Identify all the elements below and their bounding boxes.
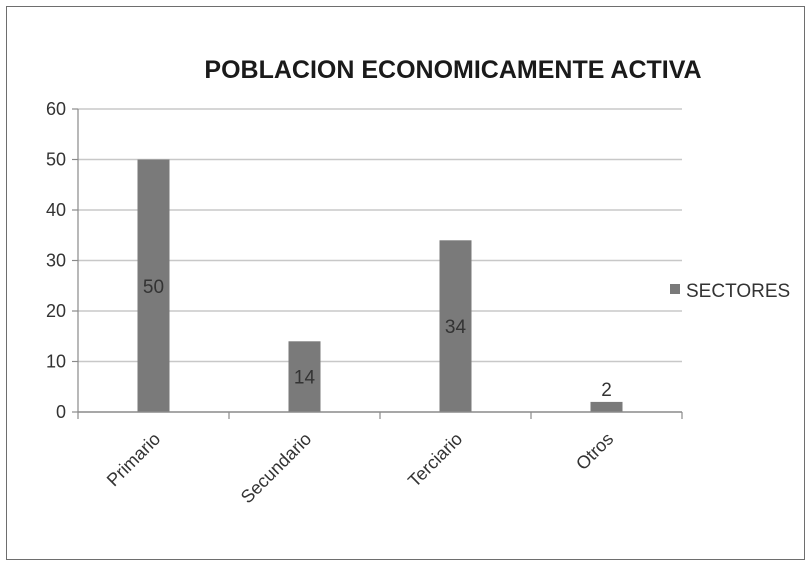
x-axis xyxy=(77,411,683,419)
legend-label: SECTORES xyxy=(686,281,790,302)
x-tick-label: Primario xyxy=(103,429,165,491)
bars xyxy=(137,159,623,412)
data-label: 2 xyxy=(601,380,612,401)
data-label: 14 xyxy=(294,368,316,389)
y-tick-label: 60 xyxy=(46,99,66,119)
y-tick-label: 10 xyxy=(46,352,66,372)
x-axis-ticks: Primario Secundario Terciario Otros xyxy=(103,429,618,508)
data-label: 34 xyxy=(445,317,467,338)
y-tick-label: 30 xyxy=(46,251,66,271)
y-tick-label: 50 xyxy=(46,150,66,170)
y-tick-label: 0 xyxy=(56,402,66,422)
data-labels: 50 14 34 2 xyxy=(143,277,612,401)
y-axis-ticks: 0 10 20 30 40 50 60 xyxy=(46,99,79,422)
data-label: 50 xyxy=(143,277,164,298)
x-tick-label: Secundario xyxy=(237,429,316,508)
bar-terciario xyxy=(439,240,472,412)
bar-primario xyxy=(137,159,170,412)
bar-otros xyxy=(590,401,623,412)
legend: SECTORES xyxy=(670,281,790,302)
x-tick-label: Otros xyxy=(572,429,617,474)
chart-title: POBLACION ECONOMICAMENTE ACTIVA xyxy=(204,56,701,84)
gridlines xyxy=(78,108,682,363)
y-tick-label: 40 xyxy=(46,200,66,220)
legend-swatch xyxy=(670,284,680,294)
y-tick-label: 20 xyxy=(46,301,66,321)
x-tick-label: Terciario xyxy=(404,429,466,491)
bar-secundario xyxy=(288,341,321,412)
